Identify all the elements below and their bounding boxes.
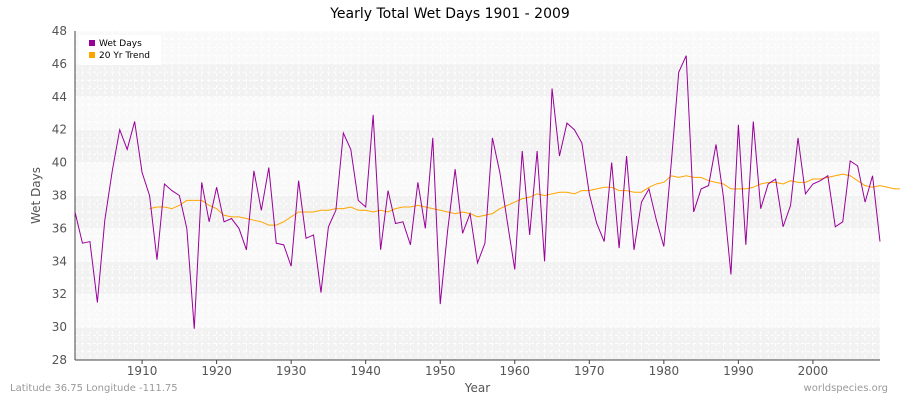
x-tick-labels: 1910 1920 1930 1940 1950 1960 1970 1980 1990 2000 bbox=[127, 364, 828, 378]
y-tick-label: 38 bbox=[52, 189, 67, 203]
y-tick-label: 48 bbox=[52, 24, 67, 38]
x-tick-label: 1910 bbox=[127, 364, 158, 378]
footer-coordinates: Latitude 36.75 Longitude -111.75 bbox=[10, 383, 178, 394]
y-tick-label: 30 bbox=[52, 320, 67, 334]
y-axis-label: Wet Days bbox=[29, 167, 43, 224]
chart-title: Yearly Total Wet Days 1901 - 2009 bbox=[330, 6, 570, 22]
y-tick-label: 40 bbox=[52, 156, 67, 170]
y-tick-labels: 28 30 32 34 36 38 40 42 44 46 48 bbox=[52, 24, 67, 367]
legend: Wet Days 20 Yr Trend bbox=[79, 35, 161, 65]
x-axis-label: Year bbox=[464, 381, 490, 395]
y-tick-label: 28 bbox=[52, 353, 67, 367]
x-tick-label: 2000 bbox=[798, 364, 829, 378]
y-tick-label: 42 bbox=[52, 123, 67, 137]
x-tick-label: 1940 bbox=[350, 364, 381, 378]
footer-source: worldspecies.org bbox=[803, 383, 888, 394]
axes bbox=[74, 31, 880, 364]
legend-swatch-wet-days bbox=[89, 40, 95, 46]
y-tick-label: 34 bbox=[52, 254, 67, 268]
x-tick-label: 1920 bbox=[201, 364, 232, 378]
x-tick-label: 1990 bbox=[723, 364, 754, 378]
y-tick-label: 46 bbox=[52, 57, 67, 71]
y-tick-label: 36 bbox=[52, 221, 67, 235]
legend-label-trend: 20 Yr Trend bbox=[99, 51, 150, 61]
legend-swatch-trend bbox=[89, 52, 95, 58]
x-tick-label: 1980 bbox=[649, 364, 680, 378]
x-tick-label: 1950 bbox=[425, 364, 456, 378]
y-tick-label: 44 bbox=[52, 90, 67, 104]
y-tick-label: 32 bbox=[52, 287, 67, 301]
x-tick-label: 1970 bbox=[574, 364, 605, 378]
x-tick-label: 1960 bbox=[499, 364, 530, 378]
data-lines bbox=[74, 55, 900, 329]
series-line-wet-days bbox=[74, 55, 881, 329]
legend-label-wet-days: Wet Days bbox=[99, 39, 142, 49]
x-tick-label: 1930 bbox=[276, 364, 307, 378]
